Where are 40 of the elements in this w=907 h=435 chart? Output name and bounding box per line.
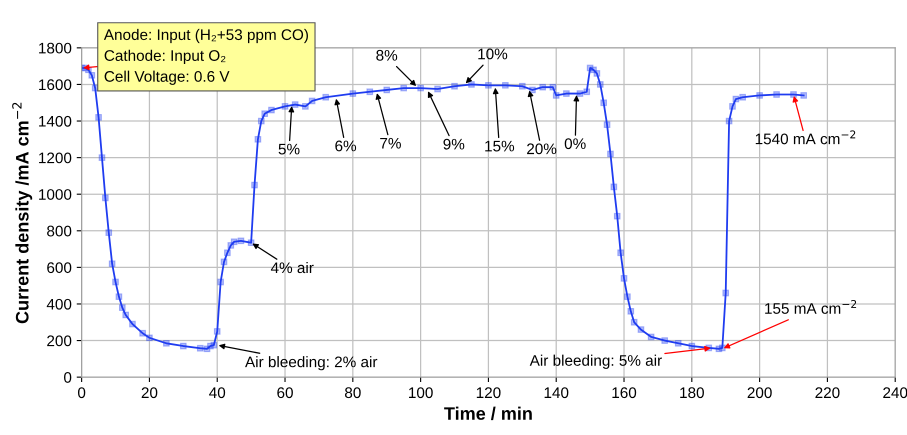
annotation: 10% [478,48,508,60]
annotation: 4% air [270,262,314,274]
y-tick-label: 1000 [39,189,72,200]
y-tick-label: 200 [47,335,72,346]
x-tick-label: 220 [815,387,840,398]
x-tick-label: 40 [209,387,226,398]
annotation: 1540 mA cm$^{−2}$ [756,130,856,144]
y-tick-label: 400 [46,298,72,310]
annotation: 8% [376,50,398,61]
x-tick-label: 140 [544,387,568,398]
annotation: 15% [485,140,514,152]
annotation: 0% [564,138,586,150]
y-tick-label: 0 [64,372,72,383]
x-tick-label: 60 [277,387,293,398]
annotation: 6% [335,140,356,152]
y-tick-label: 800 [47,226,72,236]
y-tick-label: 600 [47,262,72,274]
x-tick-label: 120 [476,387,501,398]
x-tick-label: 180 [680,387,704,398]
annotation: 20% [527,143,556,154]
y-axis-title: Current density /mA cm$^{−2}$ [12,102,32,324]
annotation: Anode: Input (H₂+53 ppm CO) Cathode: Input O₂ Cell Voltage: 0.6 V [104,28,308,85]
y-tick-label: 1600 [39,79,72,90]
x-tick-label: 160 [612,387,636,398]
annotation: 9% [443,138,464,150]
y-tick-label: 1400 [39,116,72,127]
x-axis-title: Time / min [444,406,532,420]
annotation: Air bleeding: 5% air [530,354,662,369]
x-tick-label: 20 [142,387,158,398]
x-tick-label: 100 [409,387,433,398]
x-tick-label: 80 [344,387,361,398]
x-tick-label: 240 [883,387,907,398]
annotation: Air bleeding: 2% air [245,356,378,370]
x-tick-label: 200 [748,387,772,398]
x-tick-label: 0 [78,387,86,398]
y-tick-label: 1200 [39,152,72,164]
annotation: 7% [380,138,401,149]
annotation: 155 mA cm$^{−2}$ [765,300,856,314]
annotation: 5% [278,144,300,154]
y-tick-label: 1800 [39,42,72,54]
